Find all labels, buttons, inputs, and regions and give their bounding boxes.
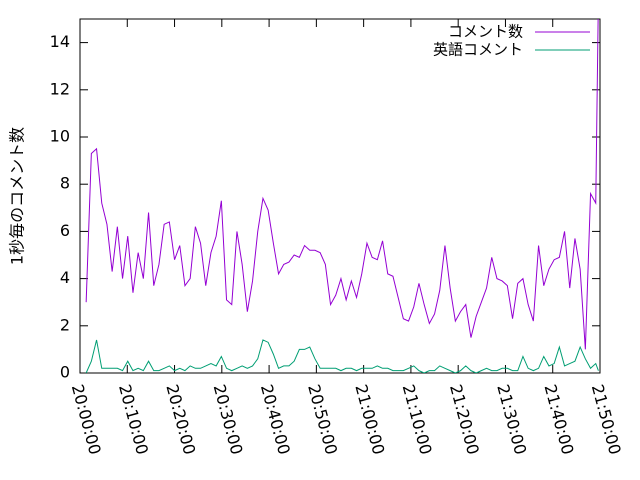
x-tick-label: 21:30:00 <box>493 382 530 456</box>
legend-label: 英語コメント <box>433 41 523 59</box>
x-tick-label: 20:10:00 <box>115 382 152 456</box>
y-tick-label: 6 <box>60 221 70 240</box>
y-tick-label: 14 <box>50 32 70 51</box>
x-tick-label: 21:10:00 <box>399 382 436 456</box>
y-tick-label: 4 <box>60 268 70 287</box>
x-tick-label: 20:30:00 <box>210 382 247 456</box>
legend-label: コメント数 <box>448 23 523 41</box>
x-tick-label: 20:50:00 <box>304 382 341 456</box>
series-line <box>85 19 599 350</box>
x-tick-label: 20:20:00 <box>162 382 199 456</box>
series-line <box>85 339 599 373</box>
plot-frame <box>79 18 601 374</box>
plot-area <box>85 19 599 373</box>
x-tick-label: 21:00:00 <box>351 382 388 456</box>
x-tick-label: 21:50:00 <box>588 382 625 456</box>
x-tick-label: 21:20:00 <box>446 382 483 456</box>
x-tick-label: 20:40:00 <box>257 382 294 456</box>
y-tick-label: 0 <box>60 363 70 382</box>
y-tick-label: 10 <box>50 127 70 146</box>
y-axis-label: 1秒毎のコメント数 <box>8 127 27 265</box>
y-tick-label: 12 <box>50 79 70 98</box>
y-tick-label: 2 <box>60 315 70 334</box>
x-tick-label: 20:00:00 <box>68 382 105 456</box>
y-tick-label: 8 <box>60 174 70 193</box>
x-tick-label: 21:40:00 <box>541 382 578 456</box>
